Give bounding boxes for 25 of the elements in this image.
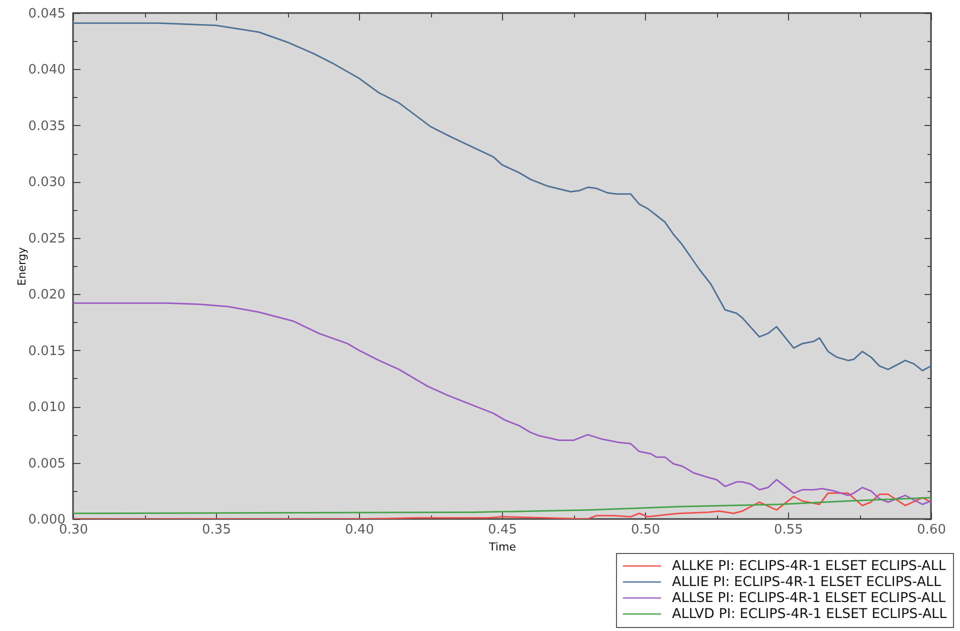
- line-series: [73, 496, 931, 514]
- y-tick-label: 0.040: [28, 62, 66, 78]
- x-axis-title: Time: [488, 540, 516, 554]
- x-tick-label: 0.35: [202, 522, 231, 538]
- line-series: [73, 22, 931, 372]
- legend-label: ALLIE PI: ECLIPS-4R-1 ELSET ECLIPS-ALL: [672, 574, 942, 590]
- legend-label: ALLKE PI: ECLIPS-4R-1 ELSET ECLIPS-ALL: [672, 558, 946, 574]
- y-tick-label: 0.015: [28, 344, 66, 359]
- line-series: [73, 302, 931, 506]
- x-tick-label: 0.40: [345, 522, 374, 538]
- y-axis-title: Energy: [15, 246, 28, 286]
- y-tick-label: 0.025: [28, 231, 66, 246]
- legend-label: ALLSE PI: ECLIPS-4R-1 ELSET ECLIPS-ALL: [672, 590, 946, 606]
- y-tick-label: 0.030: [28, 175, 66, 190]
- y-tick-label: 0.020: [28, 288, 66, 303]
- y-tick-label: 0.005: [28, 456, 66, 472]
- line-series: [73, 492, 931, 519]
- legend-label: ALLVD PI: ECLIPS-4R-1 ELSET ECLIPS-ALL: [672, 606, 948, 622]
- x-tick-label: 0.45: [488, 522, 517, 538]
- x-tick-label: 0.55: [774, 522, 803, 538]
- x-tick-label: 0.50: [631, 522, 660, 538]
- y-tick-label: 0.035: [28, 118, 66, 134]
- y-tick-label: 0.010: [28, 400, 66, 416]
- x-tick-label: 0.60: [917, 522, 946, 538]
- y-tick-label: 0.045: [28, 6, 66, 22]
